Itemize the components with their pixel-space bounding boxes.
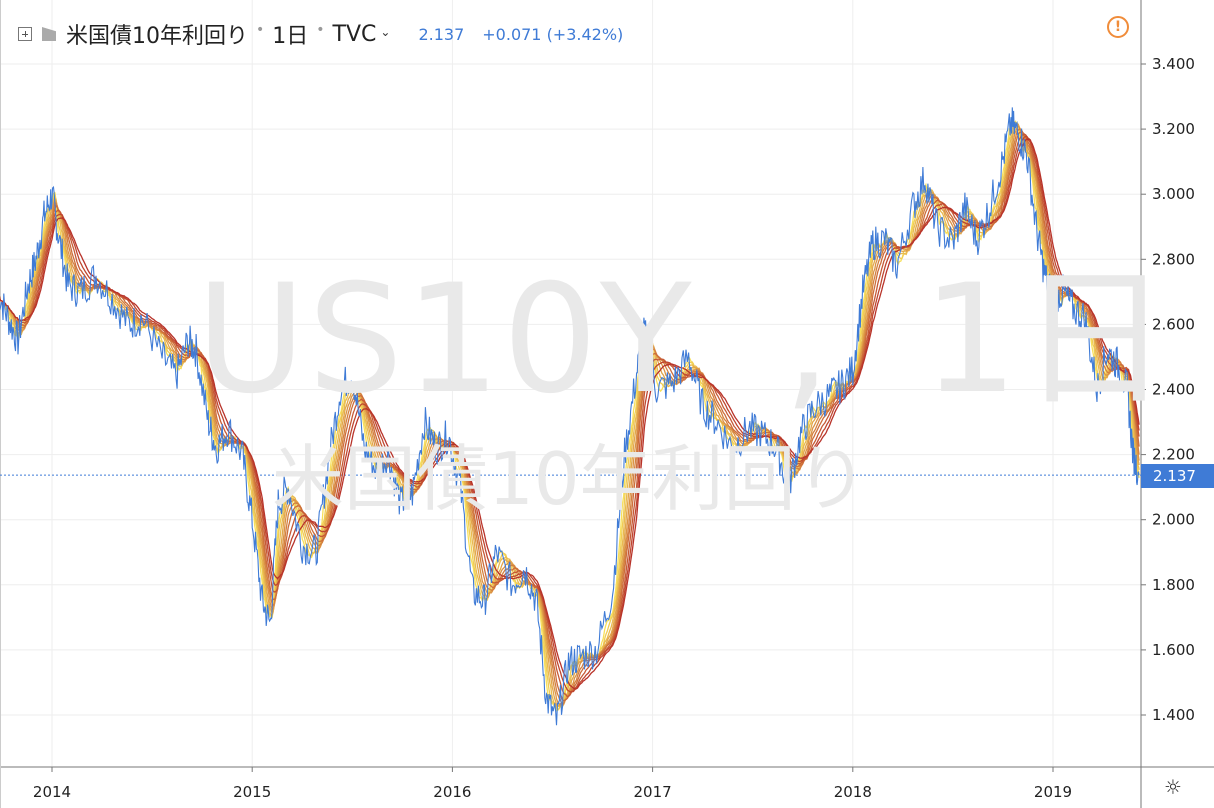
moving-average-line — [0, 138, 1140, 690]
y-tick-label: 3.200 — [1152, 120, 1195, 138]
symbol-title[interactable]: 米国債10年利回り — [66, 24, 248, 49]
source-label[interactable]: TVC — [332, 21, 377, 47]
y-tick-label: 1.600 — [1152, 641, 1195, 659]
watermark-symbol: US10Y , 1日 — [196, 253, 1172, 427]
last-price-label: 2.137 — [1141, 464, 1214, 488]
x-tick-label: 2014 — [33, 783, 71, 801]
y-tick-label: 2.400 — [1152, 381, 1195, 399]
y-tick-label: 2.200 — [1152, 446, 1195, 464]
time-axis-labels: 2014 2015 2016 2017 2018 2019 — [33, 767, 1072, 801]
plus-square-icon[interactable] — [18, 27, 32, 41]
y-tick-label: 2.600 — [1152, 315, 1195, 333]
alert-circle-icon[interactable]: ! — [1107, 16, 1129, 38]
x-tick-label: 2016 — [433, 783, 471, 801]
separator-dot: • — [256, 22, 265, 38]
gear-icon[interactable]: ☼ — [1164, 775, 1182, 799]
y-tick-label: 1.400 — [1152, 706, 1195, 724]
x-tick-label: 2017 — [634, 783, 672, 801]
watermark-name: 米国債10年利回り — [272, 437, 868, 521]
last-value: 2.137 — [418, 24, 465, 44]
legend-header: 米国債10年利回り • 1日 • TVC ⌄ 2.137 +0.071 (+3.… — [18, 14, 623, 54]
grid-lines — [0, 0, 1141, 767]
change-value: +0.071 (+3.42%) — [482, 24, 624, 44]
x-tick-label: 2019 — [1034, 783, 1072, 801]
x-tick-label: 2015 — [233, 783, 271, 801]
y-tick-label: 2.000 — [1152, 511, 1195, 529]
x-tick-label: 2018 — [834, 783, 872, 801]
y-tick-label: 3.400 — [1152, 55, 1195, 73]
price-line — [0, 107, 1140, 726]
price-axis-labels: 3.400 3.200 3.000 2.800 2.600 2.400 2.200 2.000… — [1141, 55, 1195, 724]
timeframe-label[interactable]: 1日 — [272, 24, 309, 49]
separator-dot: • — [316, 22, 325, 38]
chevron-down-icon[interactable]: ⌄ — [380, 25, 391, 39]
flag-icon[interactable] — [42, 27, 56, 41]
moving-average-line — [0, 135, 1140, 693]
y-tick-label: 1.800 — [1152, 576, 1195, 594]
y-tick-label: 2.800 — [1152, 250, 1195, 268]
y-tick-label: 3.000 — [1152, 185, 1195, 203]
